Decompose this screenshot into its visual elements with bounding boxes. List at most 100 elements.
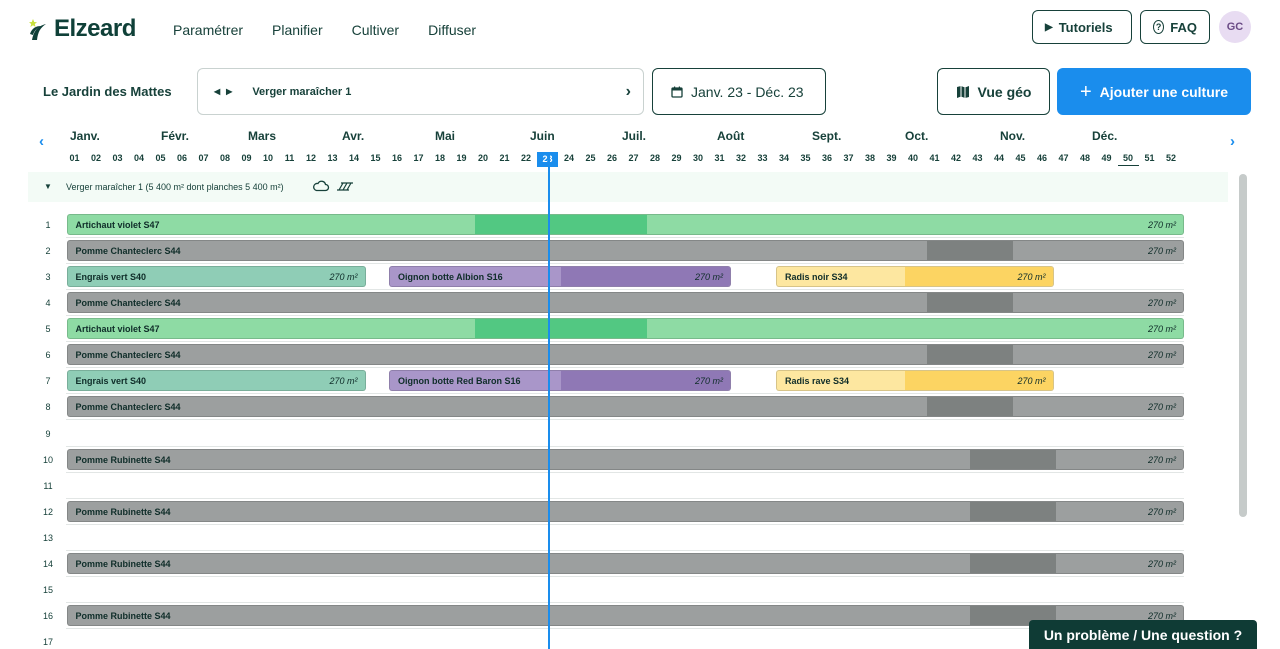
week-label[interactable]: 46 <box>1036 153 1047 163</box>
week-label[interactable]: 42 <box>950 153 961 163</box>
crop-bar[interactable]: Pomme Chanteclerc S44 270 m² <box>66 292 1184 314</box>
crop-bar[interactable]: Pomme Chanteclerc S44 270 m² <box>66 240 1184 262</box>
chevron-right-icon[interactable]: › <box>625 83 631 100</box>
week-label[interactable]: 31 <box>714 153 725 163</box>
week-label[interactable]: 40 <box>907 153 918 163</box>
nav-planifier[interactable]: Planifier <box>272 22 323 38</box>
vertical-scrollbar[interactable] <box>1239 174 1247 517</box>
crop-bar[interactable]: Radis noir S34 270 m² <box>776 266 1054 288</box>
week-label[interactable]: 16 <box>391 153 402 163</box>
crop-bar[interactable]: Artichaut violet S47 270 m² <box>66 214 1184 235</box>
week-label[interactable]: 15 <box>370 153 381 163</box>
crop-name: Pomme Rubinette S44 <box>75 454 171 465</box>
top-bar: Elzeard Paramétrer Planifier Cultiver Di… <box>0 0 1280 60</box>
week-label[interactable]: 21 <box>499 153 510 163</box>
crop-bar[interactable]: Pomme Chanteclerc S44 270 m² <box>66 344 1184 366</box>
prev-next-plot-icon[interactable]: ◀▶ <box>214 87 239 96</box>
crop-bar[interactable]: Pomme Rubinette S44 270 m² <box>66 448 1184 470</box>
nav-parametrer[interactable]: Paramétrer <box>173 22 244 38</box>
week-label[interactable]: 34 <box>778 153 789 163</box>
week-label[interactable]: 50 <box>1117 152 1139 166</box>
week-label[interactable]: 38 <box>864 153 875 163</box>
week-label[interactable]: 47 <box>1058 153 1069 163</box>
week-label[interactable]: 49 <box>1101 153 1112 163</box>
week-label[interactable]: 43 <box>972 153 983 163</box>
help-button[interactable]: Un problème / Une question ? <box>1029 620 1257 649</box>
crop-area: 270 m² <box>329 272 358 283</box>
week-label[interactable]: 52 <box>1165 153 1176 163</box>
week-label[interactable]: 22 <box>520 153 531 163</box>
week-label[interactable]: 01 <box>69 153 80 163</box>
week-label[interactable]: 14 <box>348 153 359 163</box>
add-crop-button[interactable]: + Ajouter une culture <box>1057 68 1251 115</box>
cloud-icon[interactable] <box>312 180 330 192</box>
week-label[interactable]: 36 <box>821 153 832 163</box>
week-label[interactable]: 11 <box>284 153 295 163</box>
row-number: 9 <box>45 428 51 439</box>
week-label[interactable]: 35 <box>800 153 811 163</box>
crop-area: 270 m² <box>1147 506 1176 517</box>
week-label[interactable]: 41 <box>929 153 940 163</box>
crop-bar[interactable]: Radis rave S34 270 m² <box>776 370 1054 392</box>
crop-bar[interactable]: Pomme Rubinette S44 270 m² <box>66 500 1184 522</box>
week-label[interactable]: 33 <box>757 153 768 163</box>
week-label[interactable]: 05 <box>155 153 166 163</box>
crop-harvest-period <box>926 241 1013 261</box>
week-label[interactable]: 12 <box>305 153 316 163</box>
week-label[interactable]: 28 <box>649 153 660 163</box>
avatar[interactable]: GC <box>1219 11 1251 43</box>
crop-bar[interactable]: Pomme Rubinette S44 270 m² <box>66 552 1184 574</box>
crop-bar[interactable]: Engrais vert S40 270 m² <box>66 370 366 392</box>
week-label[interactable]: 10 <box>262 153 273 163</box>
week-label[interactable]: 29 <box>671 153 682 163</box>
week-label[interactable]: 44 <box>993 153 1004 163</box>
logo[interactable]: Elzeard <box>28 14 136 44</box>
crop-bar[interactable]: Engrais vert S40 270 m² <box>66 266 366 288</box>
row-divider <box>66 471 1184 473</box>
week-label[interactable]: 32 <box>735 153 746 163</box>
week-label[interactable]: 07 <box>198 153 209 163</box>
month-label: Juin <box>530 129 555 143</box>
crop-bar[interactable]: Pomme Rubinette S44 270 m² <box>66 605 1184 627</box>
week-header: 01 02 03 04 05 06 07 08 09 10 11 12 13 14 15 16 17 18 19 20… <box>0 152 1280 168</box>
crop-bar[interactable]: Pomme Chanteclerc S44 270 m² <box>66 396 1184 418</box>
month-label: Janv. <box>70 129 100 143</box>
week-label[interactable]: 03 <box>112 153 123 163</box>
week-label[interactable]: 39 <box>886 153 897 163</box>
week-label[interactable]: 26 <box>606 153 617 163</box>
crop-bar[interactable]: Oignon botte Albion S16 270 m² <box>389 266 731 288</box>
next-period-icon[interactable]: › <box>1230 133 1235 150</box>
week-label[interactable]: 24 <box>563 153 574 163</box>
week-label[interactable]: 04 <box>133 153 144 163</box>
crop-bar[interactable]: Oignon botte Red Baron S16 270 m² <box>389 370 731 392</box>
beds-icon[interactable] <box>336 182 354 191</box>
week-label[interactable]: 51 <box>1144 153 1155 163</box>
crop-harvest-period <box>969 501 1056 521</box>
week-label[interactable]: 13 <box>327 153 338 163</box>
faq-button[interactable]: ? FAQ <box>1140 10 1210 44</box>
week-label[interactable]: 45 <box>1015 153 1026 163</box>
week-label[interactable]: 19 <box>456 153 467 163</box>
nav-cultiver[interactable]: Cultiver <box>351 22 400 38</box>
week-label[interactable]: 48 <box>1079 153 1090 163</box>
week-label[interactable]: 09 <box>241 153 252 163</box>
week-label[interactable]: 17 <box>413 153 424 163</box>
week-label[interactable]: 06 <box>176 153 187 163</box>
plot-selector[interactable]: ◀▶ Verger maraîcher 1 › <box>197 68 644 115</box>
nav-diffuser[interactable]: Diffuser <box>428 22 477 38</box>
date-range-picker[interactable]: Janv. 23 - Déc. 23 <box>652 68 826 115</box>
week-label[interactable]: 37 <box>843 153 854 163</box>
geo-view-button[interactable]: Vue géo <box>937 68 1050 115</box>
week-label[interactable]: 25 <box>585 153 596 163</box>
current-week-label[interactable]: 23 <box>537 152 558 167</box>
caret-down-icon[interactable]: ▼ <box>44 182 52 191</box>
week-label[interactable]: 27 <box>628 153 639 163</box>
prev-period-icon[interactable]: ‹ <box>39 133 44 150</box>
week-label[interactable]: 08 <box>219 153 230 163</box>
week-label[interactable]: 02 <box>90 153 101 163</box>
crop-bar[interactable]: Artichaut violet S47 270 m² <box>66 318 1184 340</box>
week-label[interactable]: 20 <box>477 153 488 163</box>
week-label[interactable]: 30 <box>692 153 703 163</box>
week-label[interactable]: 18 <box>434 153 445 163</box>
tutorials-button[interactable]: ▶ Tutoriels <box>1032 10 1132 44</box>
